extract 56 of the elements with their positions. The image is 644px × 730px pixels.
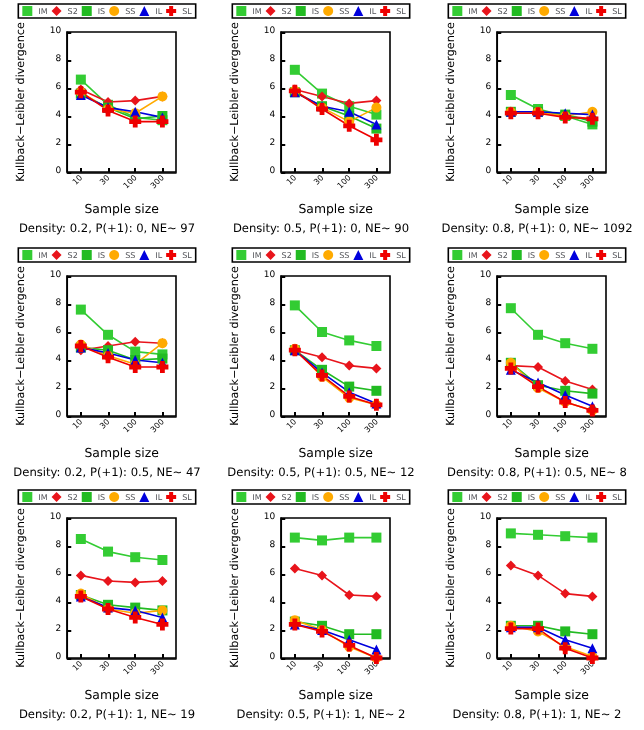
point [372,591,382,602]
point [317,535,328,546]
point [130,95,141,106]
point [505,302,516,313]
point [317,570,328,581]
point [290,532,301,543]
point [559,626,570,637]
point [130,335,141,346]
point [343,119,356,132]
point [103,546,114,557]
point [157,555,168,565]
point [586,532,597,543]
point [532,328,543,339]
point [103,576,114,586]
point [505,90,516,100]
point [130,552,141,563]
point [505,528,516,539]
point [559,337,570,348]
point [344,359,355,370]
point [372,340,382,350]
point [317,351,328,362]
point [586,643,597,654]
point [75,570,86,581]
point [372,362,382,373]
point [559,531,570,542]
point [372,384,382,395]
point [532,529,543,540]
point [157,576,168,586]
point [344,532,355,543]
point [75,74,86,85]
point [586,342,597,353]
point [130,577,141,588]
point [372,102,382,113]
point [372,532,382,543]
point [532,570,543,581]
point [344,334,355,345]
point [317,326,328,336]
point [372,629,382,640]
point [344,106,355,117]
point [129,611,142,624]
point [103,328,114,339]
point [505,560,516,571]
point [75,534,86,544]
point [290,563,301,574]
point [371,133,383,146]
point [344,629,355,640]
point [559,588,570,599]
point [586,591,597,602]
point [586,629,597,640]
point [290,299,301,310]
point [75,303,86,314]
point [344,590,355,600]
point [559,375,570,385]
point [290,64,301,75]
point [532,361,543,371]
point [156,618,169,631]
